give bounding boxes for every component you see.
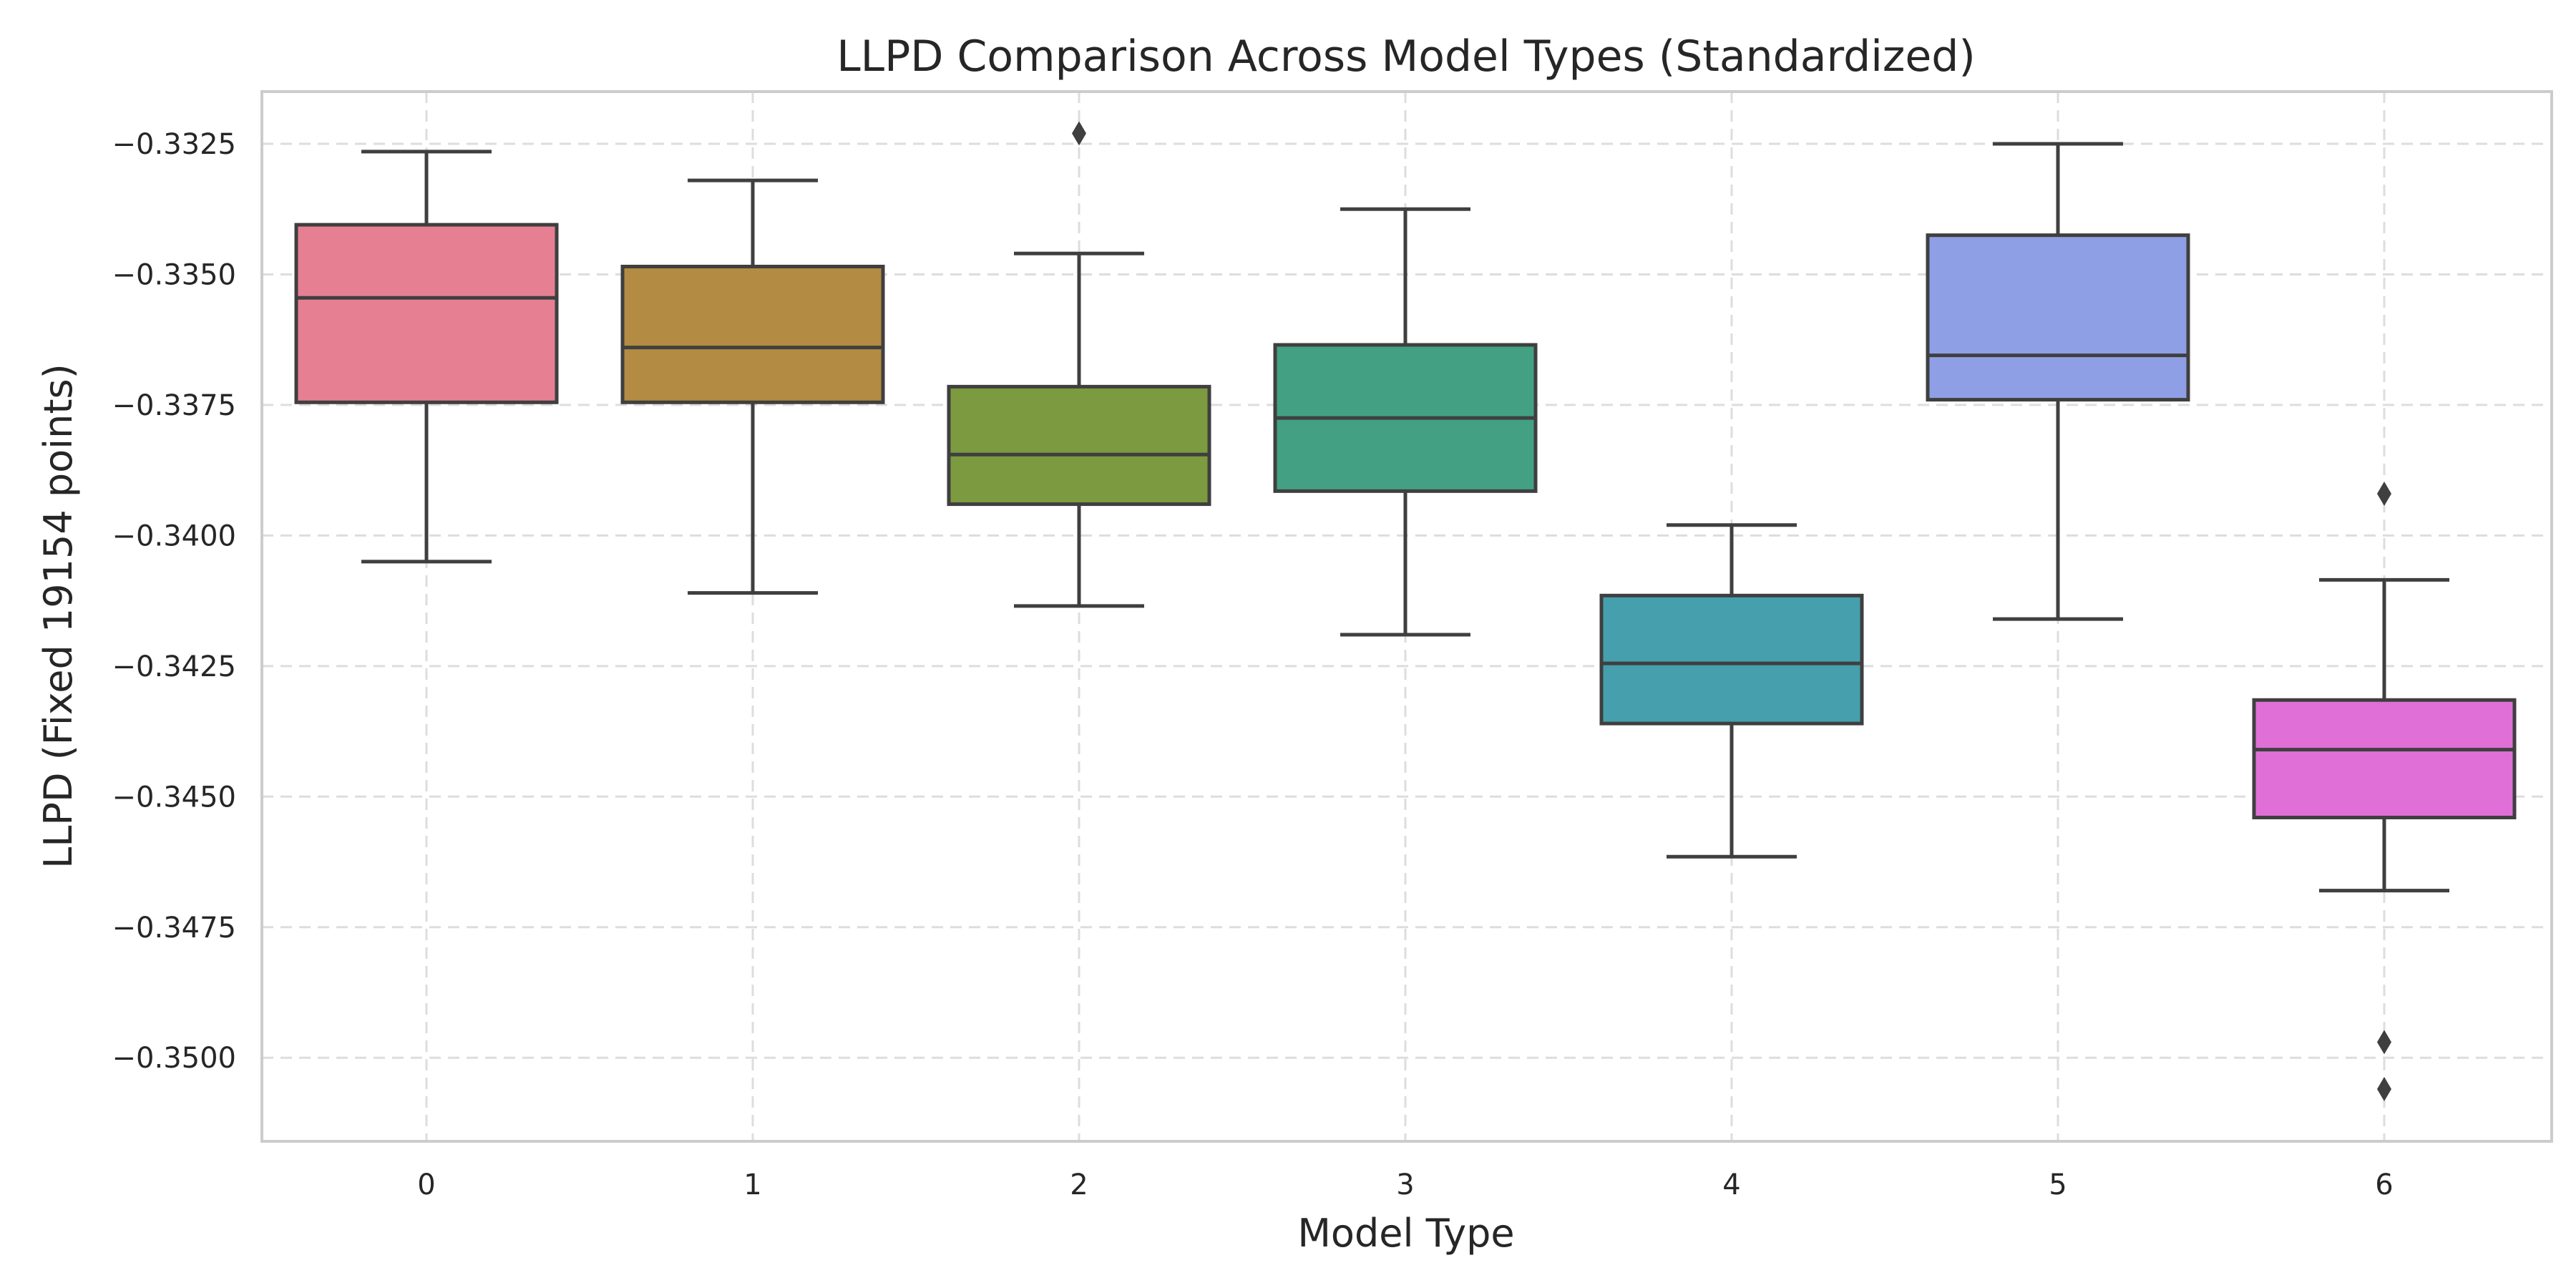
x-tick-label: 2 [1070, 1169, 1088, 1201]
x-tick-label: 5 [2049, 1169, 2067, 1201]
y-tick-label: −0.3325 [112, 128, 236, 161]
outlier-point [2377, 1077, 2391, 1102]
x-tick-label: 0 [417, 1169, 435, 1201]
chart-title: LLPD Comparison Across Model Types (Stan… [836, 31, 1976, 82]
plot-frame [260, 90, 2553, 1143]
y-tick-label: −0.3450 [112, 781, 236, 814]
box-iqr [294, 223, 559, 404]
y-tick-label: −0.3350 [112, 258, 236, 291]
y-tick-label: −0.3475 [112, 912, 236, 945]
x-tick-label: 6 [2375, 1169, 2393, 1201]
y-tick-label: −0.3375 [112, 389, 236, 422]
x-axis-label: Model Type [1297, 1211, 1514, 1256]
box-group-4 [1599, 523, 1864, 859]
box-group-0 [294, 150, 559, 564]
box-iqr [947, 384, 1211, 507]
box-iqr [2252, 698, 2517, 819]
box-iqr [1599, 593, 1864, 726]
box-iqr [1926, 233, 2190, 402]
x-tick-label: 3 [1396, 1169, 1414, 1201]
x-tick-label: 1 [743, 1169, 761, 1201]
box-group-1 [620, 178, 885, 595]
box-layer [294, 121, 2517, 1102]
outlier-point [1072, 121, 1086, 146]
y-tick-label: −0.3425 [112, 650, 236, 683]
box-iqr [620, 265, 885, 404]
box-group-5 [1926, 142, 2190, 621]
y-tick-label: −0.3500 [112, 1042, 236, 1075]
box-group-3 [1273, 207, 1538, 637]
x-tick-label: 4 [1722, 1169, 1740, 1201]
outlier-point [2377, 1030, 2391, 1055]
box-group-6 [2252, 481, 2517, 1102]
y-tick-label: −0.3400 [112, 519, 236, 552]
y-axis-label: LLPD (Fixed 19154 points) [36, 364, 81, 869]
box-group-2 [947, 121, 1211, 608]
tick-labels: −0.3325 −0.3350 −0.3375 −0.3400 −0.3425 −0.34… [112, 128, 2394, 1201]
outlier-point [2377, 481, 2391, 506]
